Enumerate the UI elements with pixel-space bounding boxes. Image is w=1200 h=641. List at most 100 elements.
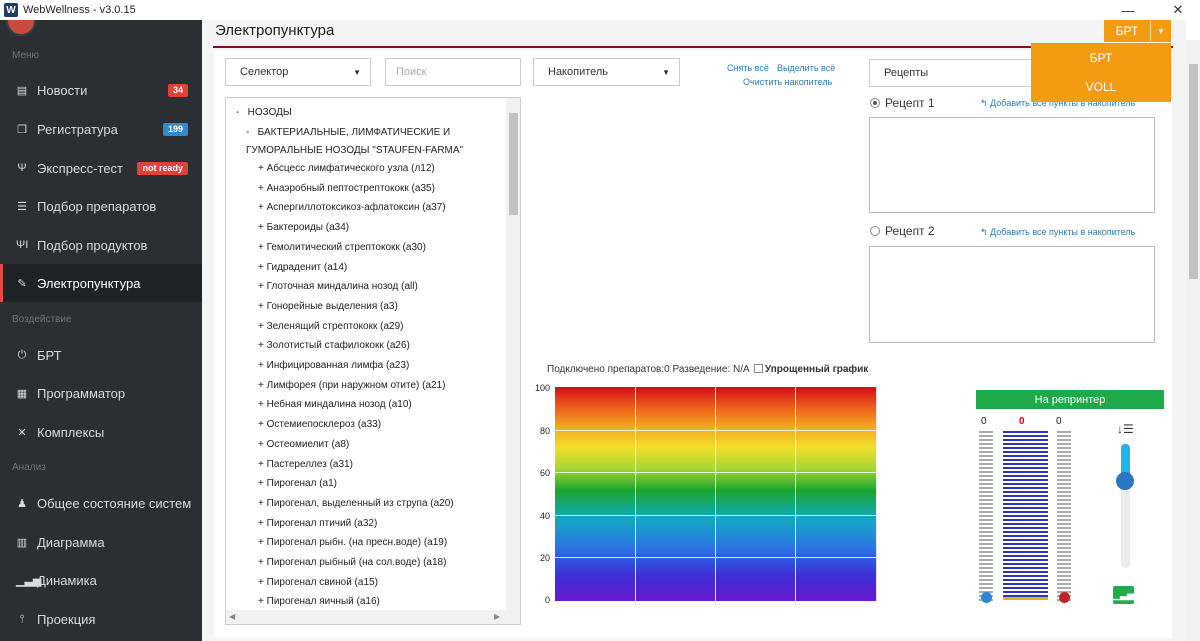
right-knob[interactable] — [1059, 592, 1070, 603]
caret-down-icon[interactable]: ▼ — [1157, 26, 1165, 36]
select-all-link[interactable]: Выделить всё — [777, 63, 836, 73]
signal-button[interactable]: ▁▃▅ — [1113, 586, 1134, 604]
tree-scrollbar-thumb[interactable] — [509, 113, 518, 215]
chart-gridline — [555, 515, 877, 516]
minimize-icon[interactable]: — — [1121, 2, 1135, 18]
tree-item[interactable]: + Пирогенал рыбный (на сол.воде) (а18) — [258, 557, 447, 568]
sidebar-item-registry[interactable]: ❐ Регистратура 199 — [0, 110, 202, 148]
tree-item[interactable]: + Остеомиелит (а8) — [258, 438, 350, 450]
tree-item[interactable]: + Пирогенал свиной (а15) — [258, 576, 378, 588]
tree-group[interactable]: - БАКТЕРИАЛЬНЫЕ, ЛИМФАТИЧЕСКИЕ И — [246, 127, 451, 138]
y-tick: 100 — [534, 383, 550, 393]
tree-item[interactable]: + Анаэробный пептострептококк (а35) — [258, 182, 435, 194]
accumulator-dropdown[interactable]: Накопитель ▼ — [533, 58, 680, 86]
close-icon[interactable]: ✕ — [1172, 2, 1184, 17]
tree-item[interactable]: + Пирогенал (а1) — [258, 478, 337, 490]
tree-item[interactable]: + Бактероиды (а34) — [258, 222, 350, 234]
search-input[interactable]: Поиск — [385, 58, 521, 86]
y-tick: 40 — [539, 511, 550, 521]
sidebar-item-product-selection[interactable]: ΨΙ Подбор продуктов — [0, 226, 202, 264]
tree-item[interactable]: + Пирогенал яичный (а16) — [258, 596, 380, 608]
level-slider-thumb[interactable] — [1116, 472, 1134, 491]
tree-item[interactable]: + Глоточная миндалина нозод (all) — [258, 281, 418, 293]
sidebar-item-projection[interactable]: ⫯ Проекция — [0, 600, 202, 638]
chart-gridline — [635, 387, 636, 601]
tree-item[interactable]: + Гидраденит (а14) — [258, 261, 348, 273]
tree-root[interactable]: - НОЗОДЫ — [236, 107, 292, 118]
connection-status-text: Подключено препаратов:0 Разведение: N/A — [547, 364, 750, 375]
sidebar-item-drug-selection[interactable]: ☰ Подбор препаратов — [0, 187, 202, 225]
sidebar-item-electropuncture[interactable]: ✎ Электропунктура — [0, 264, 202, 302]
tree-item[interactable]: + Пирогенал рыбн. (на пресн.воде) (а19) — [258, 537, 448, 549]
tree-item[interactable]: + Аспергиллотоксикоз-афлатоксин (а37) — [258, 202, 446, 214]
tree-item[interactable]: + Небная миндалина нозод (а10) — [258, 399, 412, 411]
chevron-down-icon: ▼ — [353, 67, 361, 77]
page-scrollbar-thumb[interactable] — [1189, 64, 1198, 279]
recipe2-add-link[interactable]: ↰ Добавить все пункты в накопитель — [980, 227, 1136, 237]
tree-item-label: Гидраденит (а14) — [266, 261, 348, 273]
chart-gridline — [715, 387, 716, 601]
sidebar-item-brt[interactable]: ⏻ БРТ — [0, 336, 202, 374]
avatar[interactable] — [6, 20, 36, 36]
remove-all-link[interactable]: Снять всё — [727, 63, 769, 73]
news-count-badge: 34 — [167, 83, 188, 97]
tree-item[interactable]: + Пастереллез (а31) — [258, 458, 353, 470]
recipes-dropdown[interactable]: Рецепты — [869, 59, 1039, 87]
sidebar-item-general-state[interactable]: ♟ Общее состояние систем — [0, 484, 202, 522]
tree-group-line2: ГУМОРАЛЬНЫЕ НОЗОДЫ "STAUFEN-FARMA" — [246, 145, 464, 156]
left-knob[interactable] — [981, 592, 992, 603]
sidebar-item-label: Динамика — [37, 572, 97, 588]
sidebar-section-analysis: Анализ — [12, 462, 46, 473]
newspaper-icon: ▤ — [16, 84, 28, 97]
tree-item[interactable]: + Гемолитический стрептококк (а30) — [258, 241, 426, 253]
tree-item-label: Пастереллез (а31) — [266, 458, 353, 470]
search-placeholder: Поиск — [396, 66, 427, 78]
page-scrollbar[interactable] — [1186, 40, 1200, 641]
tree-item-label: Инфицированная лимфа (а23) — [266, 360, 410, 371]
sidebar-item-express-test[interactable]: Ψ Экспресс-тест not ready — [0, 149, 202, 187]
sidebar-item-complexes[interactable]: ✕ Комплексы — [0, 413, 202, 451]
tree-horizontal-scrollbar[interactable]: ◀ ▶ — [226, 610, 520, 624]
recipe2-add-link-label: Добавить все пункты в накопитель — [990, 227, 1136, 237]
tree-item[interactable]: + Золотистый стафилококк (а26) — [258, 340, 410, 352]
sidebar-item-programmer[interactable]: ▦ Программатор — [0, 374, 202, 412]
tree-item[interactable]: + Пирогенал, выделенный из струпа (а20) — [258, 497, 454, 509]
recipe2-box[interactable] — [869, 246, 1155, 343]
level-slider-track[interactable] — [1121, 444, 1130, 568]
tree-item[interactable]: + Абсцесс лимфатического узла (л12) — [258, 163, 435, 174]
chevron-down-icon: ▼ — [662, 67, 670, 77]
recipe1-radio[interactable] — [870, 98, 880, 108]
recipe1-add-link[interactable]: ↰ Добавить все пункты в накопитель — [980, 98, 1136, 108]
tree-item[interactable]: + Инфицированная лимфа (а23) — [258, 360, 410, 371]
tree-vertical-scrollbar[interactable] — [506, 98, 520, 610]
sidebar-item-label: Программатор — [37, 385, 126, 401]
simplified-graph-checkbox[interactable] — [753, 364, 763, 373]
reprinter-button[interactable]: На репринтер — [976, 390, 1164, 409]
sidebar-item-label: Проекция — [37, 611, 96, 627]
registry-icon: ❐ — [17, 123, 27, 136]
sort-icon[interactable]: ↓☰ — [1117, 422, 1134, 436]
tree-item[interactable]: + Лимфорея (при наружном отите) (а21) — [258, 379, 446, 391]
tree-item[interactable]: + Гонорейные выделения (а3) — [258, 300, 398, 312]
sidebar-item-label: Новости — [37, 82, 88, 98]
tree-item[interactable]: + Остемиепосклероз (а33) — [258, 419, 382, 431]
recipe2-radio[interactable] — [870, 226, 880, 236]
brt-menu-item-voll[interactable]: VOLL — [1085, 79, 1117, 94]
recipes-label: Рецепты — [884, 67, 929, 79]
scroll-right-icon[interactable]: ▶ — [494, 612, 501, 621]
scroll-left-icon[interactable]: ◀ — [229, 612, 236, 621]
clear-accumulator-link[interactable]: Очистить накопитель — [743, 77, 833, 87]
brt-menu-item-brt[interactable]: БРТ — [1089, 50, 1113, 65]
sidebar-item-diagram[interactable]: ▥ Диаграмма — [0, 523, 202, 561]
sidebar-item-dynamics[interactable]: ▁▃▅ Динамика — [0, 561, 202, 599]
sidebar: Меню ▤ Новости 34 ❐ Регистратура 199 Ψ Э… — [0, 20, 202, 641]
tree-item[interactable]: + Зеленящий стрептококк (а29) — [258, 320, 404, 332]
brt-mode-button[interactable]: БРТ ▼ — [1104, 20, 1171, 42]
tree-item[interactable]: + Пирогенал птичий (а32) — [258, 517, 378, 529]
selector-dropdown[interactable]: Селектор ▼ — [225, 58, 371, 86]
restore-icon[interactable] — [1116, 0, 1160, 20]
tree-item-label: Золотистый стафилококк (а26) — [266, 340, 410, 352]
sidebar-item-news[interactable]: ▤ Новости 34 — [0, 71, 202, 109]
recipe1-box[interactable] — [869, 117, 1155, 213]
tree-item-label: Остеомиелит (а8) — [266, 438, 350, 450]
